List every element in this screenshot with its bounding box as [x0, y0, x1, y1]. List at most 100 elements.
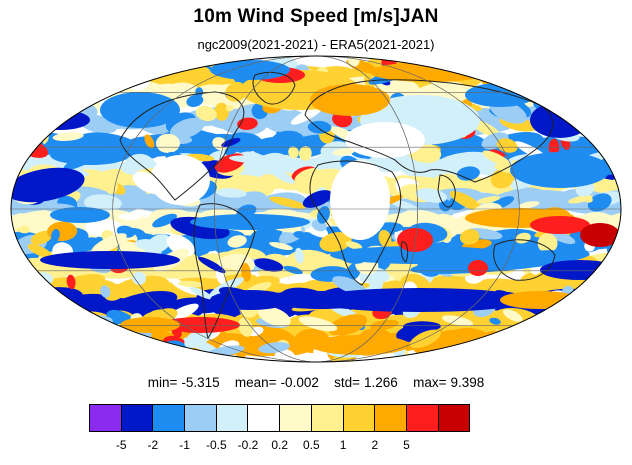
anomaly-patch: [225, 105, 234, 112]
anomaly-patch: [601, 96, 621, 112]
colorbar-swatch: [215, 404, 249, 432]
anomaly-patch: [390, 199, 420, 212]
anomaly-patch: [186, 94, 204, 107]
anomaly-patch: [66, 66, 85, 76]
coastline: [493, 239, 556, 281]
colorbar-tick-label: 2: [371, 438, 379, 452]
anomaly-patch: [100, 285, 111, 298]
anomaly-patch: [11, 315, 62, 334]
anomaly-patch: [91, 233, 127, 255]
anomaly-patch: [276, 131, 304, 146]
anomaly-patch: [169, 117, 205, 139]
anomaly-patch: [586, 62, 613, 76]
anomaly-patch: [317, 205, 330, 224]
colorbar-tick-label: -0.2: [237, 438, 259, 452]
anomaly-patch: [330, 160, 390, 240]
anomaly-patch: [245, 159, 277, 175]
anomaly-patch: [539, 329, 575, 346]
anomaly-patch: [290, 105, 324, 125]
anomaly-patch: [21, 312, 69, 335]
colorbar-tick-label: -0.5: [205, 438, 227, 452]
anomaly-patch: [582, 66, 621, 87]
anomaly-patch: [66, 80, 97, 97]
anomaly-patch: [11, 332, 36, 348]
anomaly-patch: [178, 280, 204, 288]
anomaly-patch: [22, 81, 86, 105]
colorbar-swatch: [342, 404, 376, 432]
anomaly-patch: [584, 103, 621, 131]
anomaly-patch: [238, 317, 254, 337]
colorbar-tick-label: -2: [147, 438, 159, 452]
anomaly-patch: [152, 213, 178, 228]
anomaly-patch: [120, 317, 180, 333]
anomaly-patch: [27, 317, 52, 330]
anomaly-patch: [449, 191, 483, 211]
anomaly-patch: [51, 229, 60, 242]
anomaly-patch: [27, 243, 52, 258]
anomaly-patch: [108, 351, 136, 362]
anomaly-patch: [587, 66, 621, 84]
colorbar-swatch: [279, 404, 312, 432]
stats-line: min= -5.315 mean= -0.002 std= 1.266 max= 9.3…: [0, 375, 632, 390]
anomaly-patch: [53, 319, 93, 330]
anomaly-patch: [310, 335, 410, 355]
anomaly-patch: [11, 88, 56, 109]
anomaly-patch: [283, 265, 303, 275]
anomaly-patch: [253, 258, 284, 272]
colorbar-swatch: [152, 404, 186, 432]
anomaly-patch: [257, 306, 291, 327]
anomaly-patch: [456, 166, 480, 181]
anomaly-patch: [589, 334, 601, 351]
anomaly-patch: [541, 329, 574, 343]
anomaly-patch: [532, 65, 595, 86]
anomaly-patch: [34, 66, 66, 89]
coastline: [304, 79, 554, 183]
colorbar-tick-label: 0.5: [303, 438, 320, 452]
anomaly-patch: [615, 244, 621, 253]
anomaly-patch: [331, 353, 353, 362]
anomaly-patch: [624, 146, 632, 174]
anomaly-patch: [97, 332, 136, 350]
anomaly-patch: [11, 152, 23, 173]
anomaly-patch: [190, 214, 310, 230]
anomaly-patch: [591, 284, 616, 295]
anomaly-patch: [489, 317, 501, 325]
anomaly-patch: [11, 334, 46, 362]
anomaly-patch: [608, 114, 621, 125]
anomaly-patch: [591, 77, 621, 105]
anomaly-patch: [155, 133, 180, 154]
anomaly-patch: [509, 59, 524, 71]
anomaly-patch: [510, 152, 610, 188]
anomaly-patch: [587, 193, 612, 212]
stat-mean-label: mean=: [234, 375, 277, 390]
anomaly-patch: [119, 161, 137, 175]
colorbar-swatch: [310, 404, 344, 432]
coastline: [400, 241, 409, 263]
anomaly-patch: [578, 310, 621, 336]
anomaly-patch: [492, 62, 545, 81]
anomaly-patch: [477, 62, 499, 81]
anomaly-patch: [221, 137, 241, 147]
anomaly-patch: [571, 89, 621, 110]
anomaly-patch: [288, 146, 299, 159]
anomaly-patch: [40, 251, 180, 269]
anomaly-patch: [209, 277, 245, 297]
colorbar-swatch: [184, 404, 217, 432]
colorbar-swatch: [437, 404, 471, 432]
chart-title: 10m Wind Speed [m/s]JAN: [193, 6, 439, 27]
anomaly-patch: [582, 61, 613, 71]
anomaly-patch: [310, 84, 390, 116]
anomaly-patch: [487, 336, 539, 356]
anomaly-patch: [494, 56, 519, 71]
anomaly-patch: [370, 319, 399, 331]
anomaly-patch: [23, 286, 54, 302]
field-layer: [11, 56, 632, 362]
anomaly-patch: [215, 188, 247, 198]
anomaly-patch: [570, 341, 600, 359]
anomaly-patch: [549, 333, 607, 362]
anomaly-patch: [103, 283, 126, 301]
anomaly-patch: [32, 78, 62, 94]
anomaly-patch: [491, 344, 510, 353]
anomaly-patch: [606, 116, 621, 130]
anomaly-patch: [553, 308, 568, 320]
